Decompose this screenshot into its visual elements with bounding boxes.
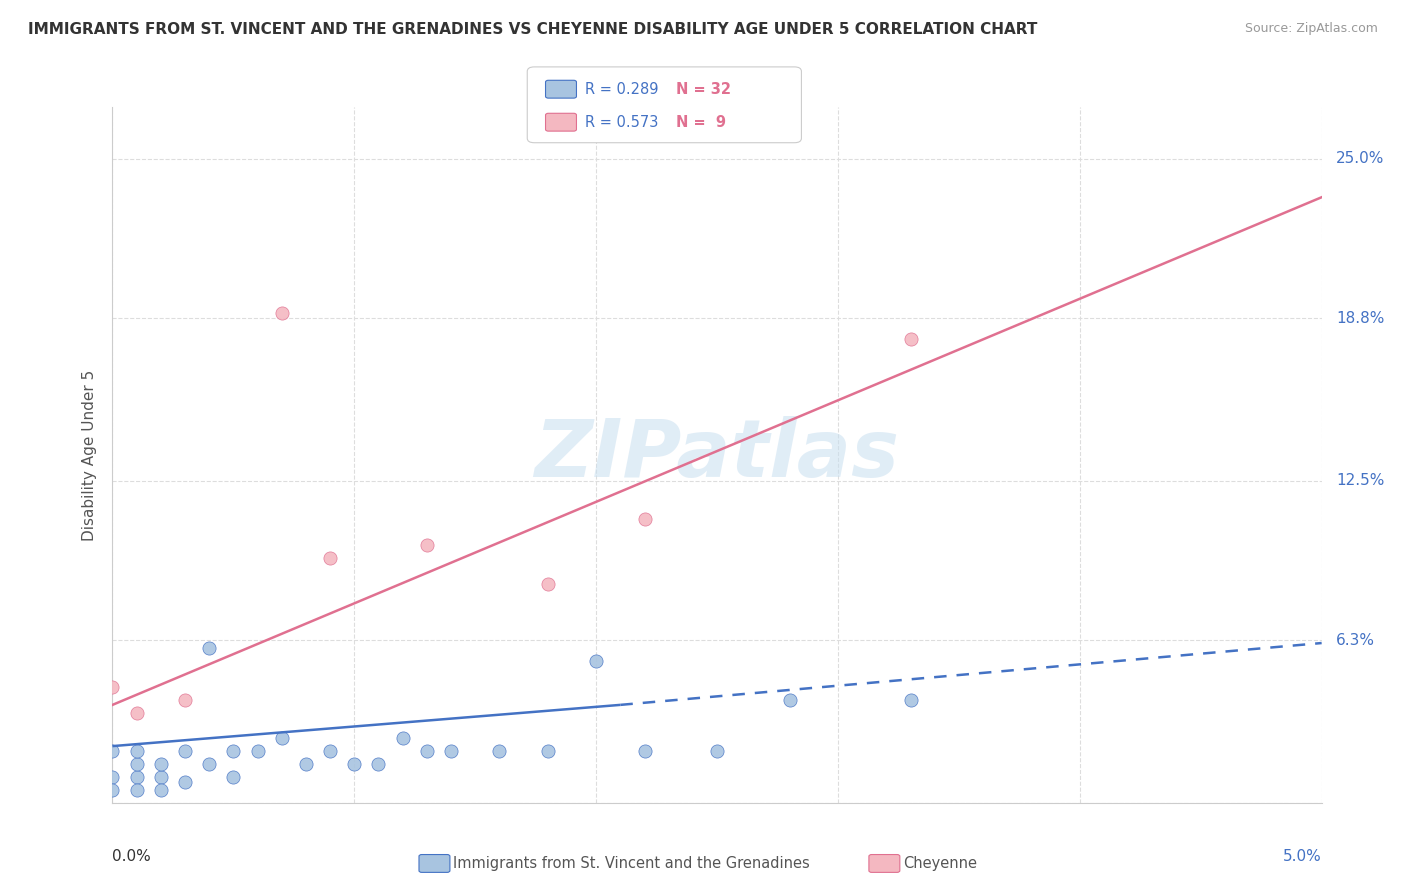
- Point: [174, 744, 197, 758]
- Point: [174, 775, 197, 789]
- Point: [367, 757, 389, 772]
- Text: Cheyenne: Cheyenne: [903, 856, 977, 871]
- Point: [633, 512, 655, 526]
- Point: [198, 757, 221, 772]
- Text: 12.5%: 12.5%: [1336, 473, 1385, 488]
- Point: [633, 744, 655, 758]
- Point: [101, 680, 124, 694]
- Point: [222, 770, 245, 784]
- Text: 0.0%: 0.0%: [112, 849, 152, 864]
- Point: [246, 744, 269, 758]
- Text: R = 0.289: R = 0.289: [585, 82, 658, 96]
- Point: [270, 306, 292, 320]
- Text: Source: ZipAtlas.com: Source: ZipAtlas.com: [1244, 22, 1378, 36]
- Point: [319, 744, 342, 758]
- Text: 18.8%: 18.8%: [1336, 310, 1385, 326]
- Point: [391, 731, 413, 746]
- Point: [900, 332, 922, 346]
- Point: [416, 744, 439, 758]
- Point: [125, 744, 148, 758]
- Point: [101, 744, 124, 758]
- Point: [149, 757, 172, 772]
- Point: [537, 576, 560, 591]
- Text: Immigrants from St. Vincent and the Grenadines: Immigrants from St. Vincent and the Gren…: [453, 856, 810, 871]
- Point: [174, 692, 197, 706]
- Point: [537, 744, 560, 758]
- Point: [440, 744, 463, 758]
- Point: [416, 538, 439, 552]
- Point: [779, 692, 801, 706]
- Point: [101, 783, 124, 797]
- Point: [125, 706, 148, 720]
- Point: [295, 757, 318, 772]
- Point: [270, 731, 292, 746]
- Y-axis label: Disability Age Under 5: Disability Age Under 5: [82, 369, 97, 541]
- Point: [488, 744, 510, 758]
- Point: [198, 641, 221, 656]
- Point: [125, 757, 148, 772]
- Text: 6.3%: 6.3%: [1336, 633, 1375, 648]
- Point: [125, 783, 148, 797]
- Point: [900, 692, 922, 706]
- Point: [343, 757, 366, 772]
- Text: N = 32: N = 32: [676, 82, 731, 96]
- Text: 5.0%: 5.0%: [1282, 849, 1322, 864]
- Point: [125, 770, 148, 784]
- Point: [149, 770, 172, 784]
- Text: N =  9: N = 9: [676, 115, 727, 129]
- Point: [149, 783, 172, 797]
- Point: [222, 744, 245, 758]
- Point: [585, 654, 607, 668]
- Text: R = 0.573: R = 0.573: [585, 115, 658, 129]
- Point: [319, 551, 342, 566]
- Text: IMMIGRANTS FROM ST. VINCENT AND THE GRENADINES VS CHEYENNE DISABILITY AGE UNDER : IMMIGRANTS FROM ST. VINCENT AND THE GREN…: [28, 22, 1038, 37]
- Text: 25.0%: 25.0%: [1336, 151, 1385, 166]
- Point: [706, 744, 728, 758]
- Point: [101, 770, 124, 784]
- Text: ZIPatlas: ZIPatlas: [534, 416, 900, 494]
